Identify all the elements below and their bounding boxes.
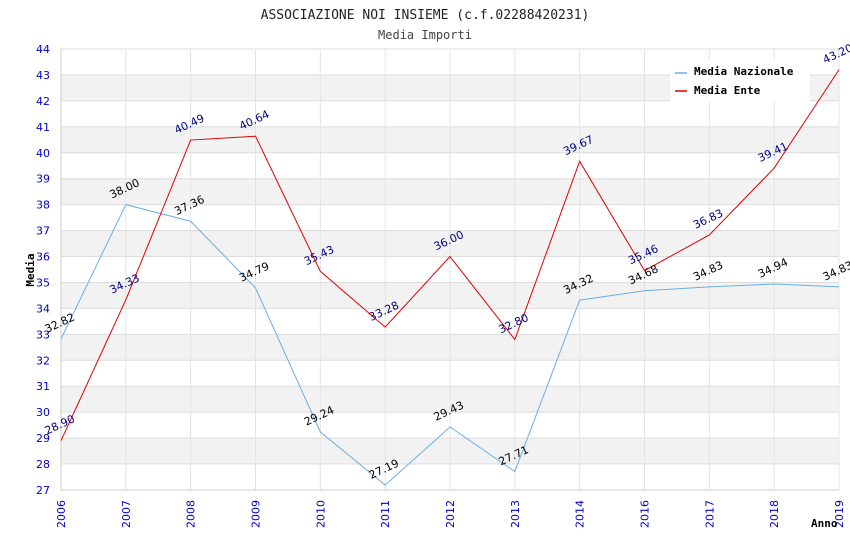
x-tick-label: 2013	[509, 500, 522, 528]
y-tick-label: 34	[36, 302, 50, 315]
x-tick-label: 2006	[55, 500, 68, 528]
x-axis-label: Anno	[811, 517, 838, 530]
y-tick-label: 27	[36, 484, 50, 497]
legend: Media Nazionale Media Ente	[670, 60, 810, 102]
data-label: 34.79	[237, 260, 271, 285]
x-tick-label: 2009	[250, 500, 263, 528]
y-tick-label: 38	[36, 199, 50, 212]
data-label: 34.83	[691, 259, 725, 284]
legend-label-ente: Media Ente	[694, 84, 761, 97]
x-tick-label: 2012	[444, 500, 457, 528]
data-labels: 32.8238.0037.3634.7929.2427.1929.4327.71…	[43, 41, 850, 481]
chart-subtitle: Media Importi	[378, 28, 472, 42]
series-line-1	[60, 69, 840, 441]
y-tick-label: 31	[36, 380, 50, 393]
legend-label-nazionale: Media Nazionale	[694, 65, 794, 78]
series-line-0	[60, 204, 840, 486]
data-label: 32.80	[497, 311, 531, 336]
x-tick-label: 2014	[574, 500, 587, 528]
y-tick-label: 33	[36, 328, 50, 341]
x-tick-label: 2008	[185, 500, 198, 528]
x-tick-label: 2016	[639, 500, 652, 528]
y-tick-label: 42	[36, 95, 50, 108]
x-tick-label: 2017	[703, 500, 716, 528]
x-tick-label: 2019	[833, 500, 846, 528]
x-tick-labels: 2006 2007 2008 2009 2010 2011 2012 2013 2014 2016…	[55, 500, 846, 528]
x-tick-label: 2010	[314, 500, 327, 528]
x-tick-label: 2011	[379, 500, 392, 528]
data-label: 36.83	[691, 207, 725, 232]
data-label: 34.83	[821, 259, 850, 284]
y-tick-label: 39	[36, 173, 50, 186]
y-tick-label: 44	[36, 43, 50, 56]
series-lines	[60, 69, 840, 486]
y-tick-label: 30	[36, 406, 50, 419]
y-tick-labels: 27 28 29 30 31 32 33 34 35 36 37 38 39 40 41 42 43 44	[36, 43, 50, 497]
data-label: 43.20	[821, 41, 850, 66]
x-tick-label: 2018	[768, 500, 781, 528]
y-tick-label: 35	[36, 276, 50, 289]
legend-background	[670, 60, 810, 102]
y-tick-label: 43	[36, 69, 50, 82]
y-tick-label: 28	[36, 458, 50, 471]
chart-title: ASSOCIAZIONE NOI INSIEME (c.f.0228842023…	[261, 8, 590, 23]
y-tick-label: 37	[36, 225, 50, 238]
y-axis-label: Media	[24, 253, 37, 286]
y-tick-label: 36	[36, 251, 50, 264]
y-tick-label: 29	[36, 432, 50, 445]
y-tick-label: 32	[36, 354, 50, 367]
y-tick-label: 41	[36, 121, 50, 134]
y-tick-label: 40	[36, 147, 50, 160]
data-label: 34.94	[756, 256, 790, 281]
x-tick-label: 2007	[120, 500, 133, 528]
